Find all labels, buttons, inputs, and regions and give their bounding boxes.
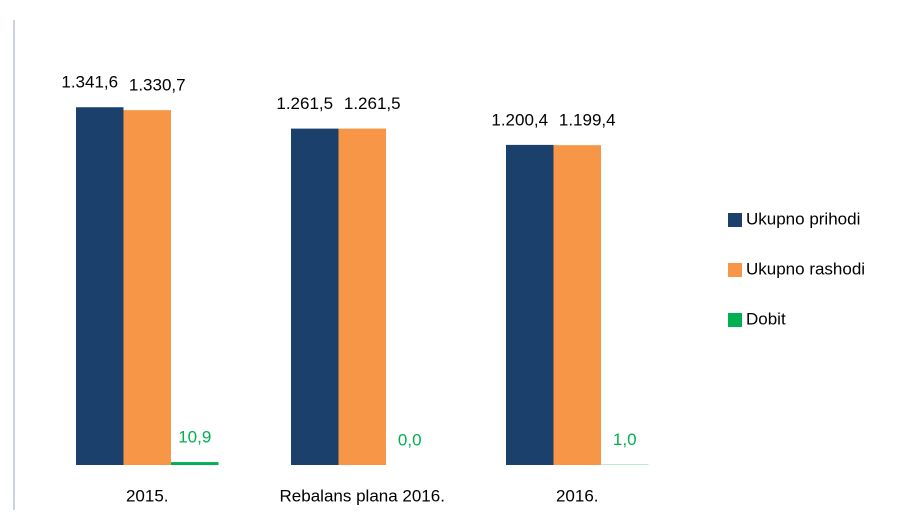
legend-label: Ukupno rashodi [746, 259, 865, 278]
bar [506, 144, 554, 466]
value-label: 1.200,4 [491, 110, 548, 129]
bar [553, 145, 601, 465]
legend-swatch [728, 263, 742, 277]
legend-label: Ukupno prihodi [746, 209, 860, 228]
x-tick-label: Rebalans plana 2016. [280, 486, 445, 505]
legend-label: Dobit [746, 309, 786, 328]
value-label: 1.261,5 [276, 94, 333, 113]
bar [123, 110, 171, 465]
value-label: 1,0 [613, 430, 637, 449]
bar [171, 462, 219, 465]
value-label: 1.199,4 [559, 111, 616, 130]
legend-swatch [728, 313, 742, 327]
value-label: 10,9 [178, 428, 211, 447]
bar [338, 128, 386, 465]
bar [291, 128, 339, 465]
x-tick-label: 2015. [126, 486, 169, 505]
value-label: 1.341,6 [61, 73, 118, 92]
x-tick-label: 2016. [556, 486, 599, 505]
value-label: 0,0 [398, 430, 422, 449]
legend-swatch [728, 213, 742, 227]
value-label: 1.261,5 [344, 94, 401, 113]
value-label: 1.330,7 [129, 76, 186, 95]
bar [76, 107, 124, 466]
